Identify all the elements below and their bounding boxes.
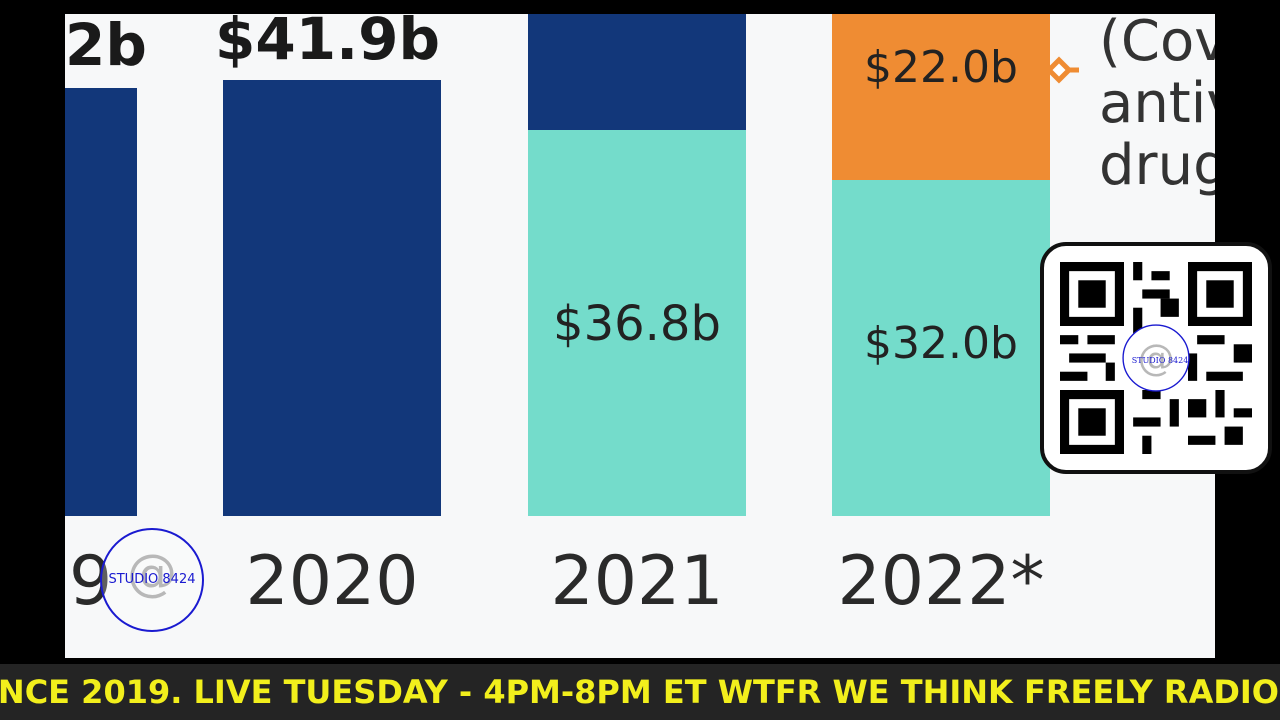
bar-2022-lower-value-label: $32.0b (864, 318, 1018, 369)
partial-left-top-label: 2b (65, 14, 147, 79)
year-label-2020: 2020 (245, 542, 419, 621)
bar-2022-orange-segment (832, 14, 1050, 180)
bar-2020 (223, 80, 441, 516)
qr-code-icon: @ (1060, 262, 1252, 454)
bar-partial-left (65, 88, 137, 516)
chart-panel: 2b $41.9b $36.8b $22.0b $32.0b (Cov anti… (65, 14, 1215, 658)
bar-2021-teal-segment (528, 130, 746, 516)
bar-2021-navy-segment (528, 14, 746, 130)
studio-watermark-logo: @ STUDIO 8424 (100, 528, 204, 632)
year-label-2021: 2021 (550, 542, 724, 621)
legend-line-1: (Cov (1099, 14, 1215, 74)
bar-2020-top-label: $41.9b (215, 14, 440, 73)
bar-2022-upper-value-label: $22.0b (864, 42, 1018, 93)
qr-logo-text: STUDIO 8424 (1131, 356, 1189, 365)
legend-connector-icon (1045, 56, 1079, 84)
ticker-text: INCE 2019. LIVE TUESDAY - 4PM-8PM ET WTF… (0, 673, 1279, 711)
bar-2022-teal-segment (832, 180, 1050, 516)
legend-line-2: antiv (1099, 71, 1215, 136)
year-label-2022: 2022* (837, 542, 1045, 621)
qr-code-panel[interactable]: @ STUDIO 8424 (1040, 242, 1272, 474)
legend-line-3: drug (1099, 133, 1215, 198)
watermark-logo-text: STUDIO 8424 (108, 572, 196, 587)
at-symbol-icon: @ (127, 544, 177, 602)
news-ticker: INCE 2019. LIVE TUESDAY - 4PM-8PM ET WTF… (0, 664, 1280, 720)
bar-2021-value-label: $36.8b (553, 296, 721, 352)
svg-text:@: @ (1138, 336, 1175, 379)
